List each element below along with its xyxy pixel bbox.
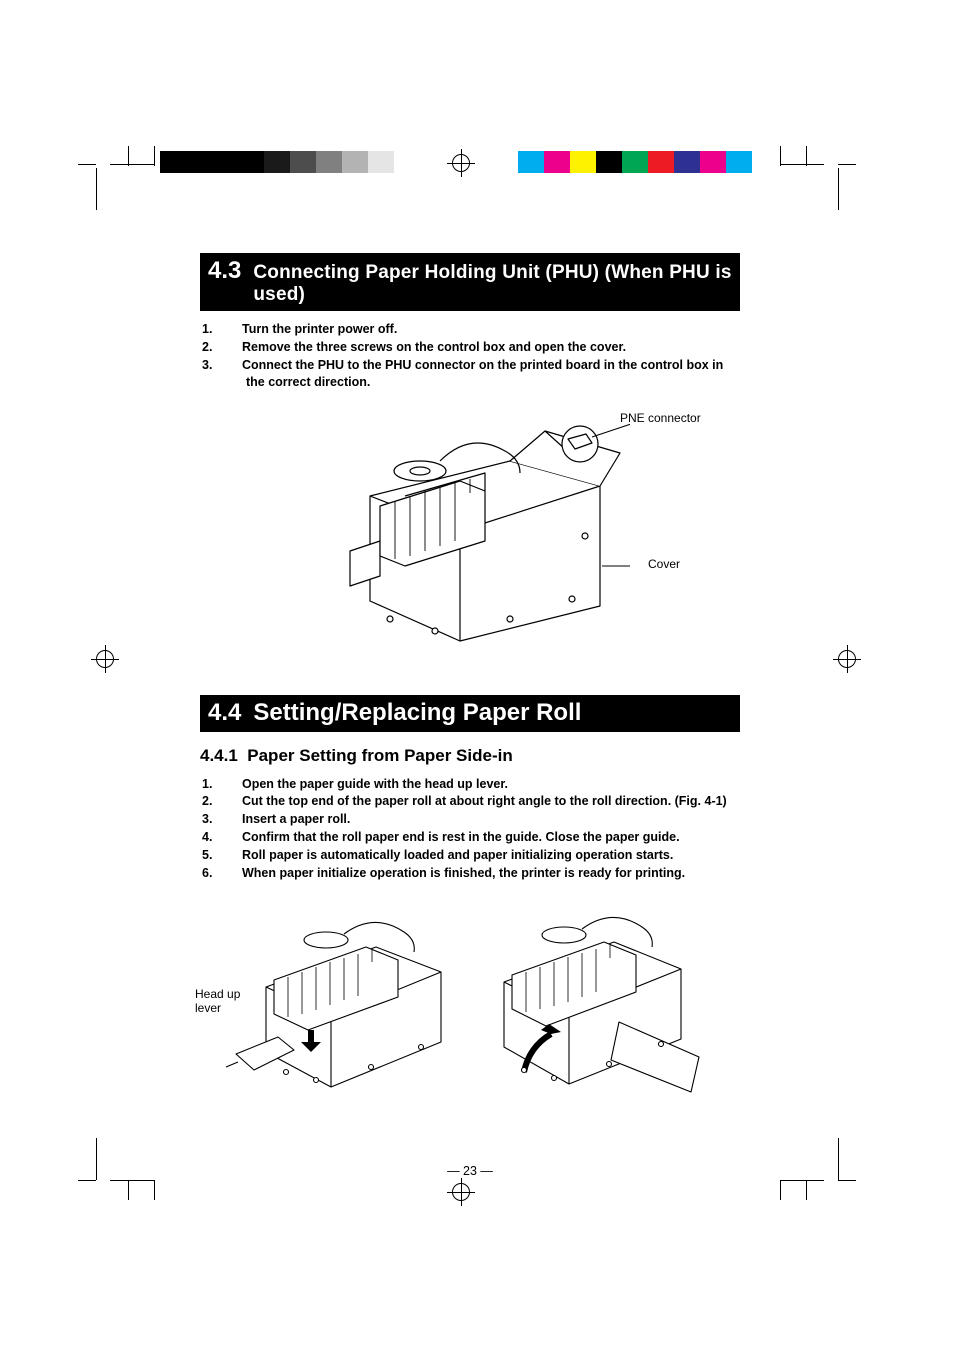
step-item: 2.Cut the top end of the paper roll at a… <box>224 793 740 810</box>
section-number: 4.4 <box>208 699 241 727</box>
section-header-4-4: 4.4 Setting/Replacing Paper Roll <box>200 695 740 732</box>
callout-head-up-lever: Head up lever <box>195 987 240 1016</box>
step-item: 3.Connect the PHU to the PHU connector o… <box>224 357 740 391</box>
page-content: 4.3 Connecting Paper Holding Unit (PHU) … <box>200 253 740 1178</box>
printer-diagram-icon <box>310 401 630 651</box>
step-text: Remove the three screws on the control b… <box>242 340 626 354</box>
steps-list-4-3: 1.Turn the printer power off. 2.Remove t… <box>200 321 740 391</box>
registration-mark-icon <box>96 650 114 668</box>
callout-line: lever <box>195 1001 221 1015</box>
section-number: 4.3 <box>208 257 241 285</box>
registration-mark-icon <box>838 650 856 668</box>
step-text: Cut the top end of the paper roll at abo… <box>242 794 727 808</box>
section-title: Setting/Replacing Paper Roll <box>253 699 581 727</box>
step-item: 6.When paper initialize operation is fin… <box>224 865 740 882</box>
callout-pne-connector: PNE connector <box>620 411 701 425</box>
greyscale-bar <box>160 151 394 173</box>
step-text: When paper initialize operation is finis… <box>242 866 685 880</box>
figure-4-3: PNE connector Cover <box>200 401 740 661</box>
color-bar <box>518 151 752 173</box>
step-item: 3.Insert a paper roll. <box>224 811 740 828</box>
step-item: 1.Turn the printer power off. <box>224 321 740 338</box>
subsection-title: Paper Setting from Paper Side-in <box>247 746 512 765</box>
callout-line: Head up <box>195 987 240 1001</box>
page-number: — 23 — <box>200 1164 740 1178</box>
subsection-heading-4-4-1: 4.4.1 Paper Setting from Paper Side-in <box>200 746 740 766</box>
steps-list-4-4-1: 1.Open the paper guide with the head up … <box>200 776 740 882</box>
registration-mark-icon <box>452 154 470 172</box>
step-text: Confirm that the roll paper end is rest … <box>242 830 680 844</box>
registration-mark-icon <box>452 1183 470 1201</box>
section-title: Connecting Paper Holding Unit (PHU) (Whe… <box>253 262 732 306</box>
step-item: 5.Roll paper is automatically loaded and… <box>224 847 740 864</box>
printer-loading-diagram-icon <box>469 892 724 1102</box>
step-text: Open the paper guide with the head up le… <box>242 777 508 791</box>
callout-cover: Cover <box>648 557 680 571</box>
figure-4-4: Head up lever <box>200 892 740 1122</box>
printer-open-diagram-icon <box>216 892 461 1102</box>
subsection-number: 4.4.1 <box>200 746 238 765</box>
step-text: Connect the PHU to the PHU connector on … <box>242 358 723 389</box>
step-text: Insert a paper roll. <box>242 812 350 826</box>
step-text: Turn the printer power off. <box>242 322 397 336</box>
step-item: 4.Confirm that the roll paper end is res… <box>224 829 740 846</box>
step-text: Roll paper is automatically loaded and p… <box>242 848 673 862</box>
section-header-4-3: 4.3 Connecting Paper Holding Unit (PHU) … <box>200 253 740 311</box>
step-item: 2.Remove the three screws on the control… <box>224 339 740 356</box>
step-item: 1.Open the paper guide with the head up … <box>224 776 740 793</box>
